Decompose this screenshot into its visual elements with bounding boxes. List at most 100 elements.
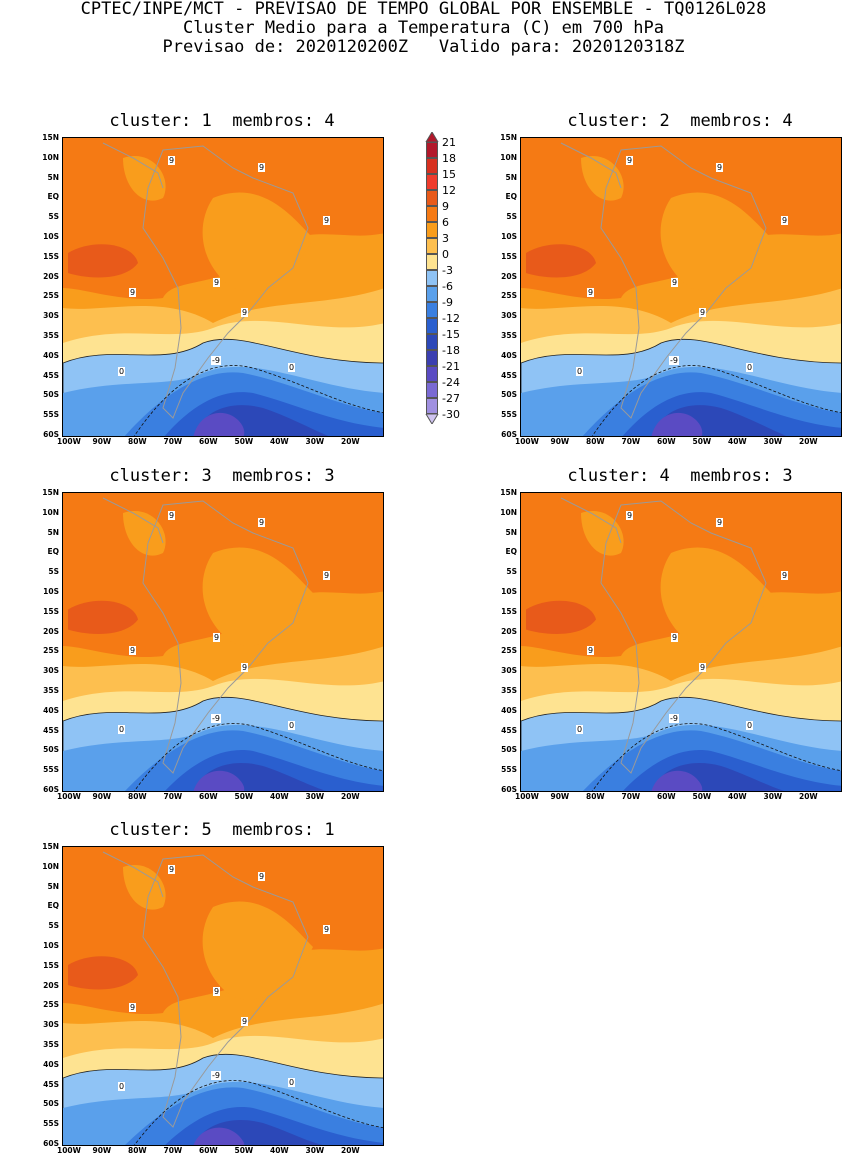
header-line-2: Cluster Medio para a Temperatura (C) em … xyxy=(182,18,665,38)
north-6-9-patch xyxy=(581,156,624,201)
cold-core-minus21 xyxy=(193,770,245,791)
contour-label-9: 9 xyxy=(699,663,707,672)
latitude-tick-label: EQ xyxy=(47,901,60,911)
pacific-12-15-core xyxy=(526,600,596,634)
longitude-tick-label: 60W xyxy=(657,437,676,446)
longitude-tick-label: 70W xyxy=(621,792,641,801)
header-line-1: CPTEC/INPE/MCT - PREVISAO DE TEMPO GLOBA… xyxy=(80,0,767,19)
minus9-contour xyxy=(134,1080,383,1145)
contour-label-9: 9 xyxy=(781,571,789,580)
latitude-tick-label: 5N xyxy=(47,172,60,182)
contour-label-9: 9 xyxy=(323,925,331,934)
contour-label-9: 9 xyxy=(716,163,724,172)
continent-6-9-patch xyxy=(660,192,771,291)
longitude-tick-label: 20W xyxy=(341,437,360,446)
longitude-tick-label: 100W xyxy=(57,1146,81,1155)
longitude-tick-label: 50W xyxy=(234,792,254,801)
continent-6-9-patch xyxy=(202,547,313,646)
latitude-tick-label: 60S xyxy=(501,785,517,794)
longitude-tick-label: 100W xyxy=(515,437,539,446)
temperature-field xyxy=(63,493,383,791)
latitude-tick-label: 15S xyxy=(43,251,59,261)
legend-color-box xyxy=(426,174,438,190)
contour-label-9: 9 xyxy=(241,308,249,317)
latitude-tick-label: 25S xyxy=(43,291,59,301)
latitude-tick-label: 30S xyxy=(43,311,59,321)
contour-label-9: 9 xyxy=(323,571,331,580)
cold-core-minus21 xyxy=(651,770,703,791)
latitude-tick-label: EQ xyxy=(47,192,60,202)
legend-value-label: -6 xyxy=(442,280,453,293)
legend-value-label: 9 xyxy=(442,200,449,213)
north-6-9-patch xyxy=(123,511,166,556)
latitude-tick-label: 30S xyxy=(43,1020,59,1030)
pacific-12-15-core xyxy=(68,956,138,990)
longitude-tick-label: 50W xyxy=(692,792,712,801)
latitude-tick-label: 60S xyxy=(43,785,59,794)
latitude-tick-label: 15S xyxy=(501,251,517,261)
panel-2-title: cluster: 2 membros: 4 xyxy=(567,111,793,131)
longitude-tick-label: 40W xyxy=(728,437,747,446)
contour-label-minus9: -9 xyxy=(211,356,221,365)
longitude-tick-label: 90W xyxy=(92,792,112,801)
legend-bottom-arrow xyxy=(425,414,439,424)
latitude-tick-label: 20S xyxy=(43,980,59,990)
panel-1-map: 9 9 9 9 9 9 0 0 -9 xyxy=(62,137,384,437)
latitude-tick-label: 10S xyxy=(43,941,59,950)
latitude-tick-label: 15N xyxy=(42,133,59,142)
longitude-tick-label: 20W xyxy=(341,792,360,801)
legend-color-box xyxy=(426,158,438,174)
latitude-tick-label: 35S xyxy=(501,331,517,340)
contour-label-9: 9 xyxy=(323,216,331,225)
legend-value-label: -18 xyxy=(442,344,460,357)
latitude-tick-label: EQ xyxy=(505,547,518,557)
contour-label-9: 9 xyxy=(716,518,724,527)
latitude-tick-label: 50S xyxy=(43,745,59,755)
legend-color-box xyxy=(426,350,438,366)
longitude-tick-label: 40W xyxy=(728,792,747,801)
latitude-tick-label: 60S xyxy=(501,430,517,439)
latitude-tick-label: 50S xyxy=(43,1099,59,1109)
contour-label-9: 9 xyxy=(258,518,266,527)
legend-value-label: 18 xyxy=(442,152,456,165)
latitude-tick-label: 35S xyxy=(43,331,59,340)
latitude-tick-label: 60S xyxy=(43,430,59,439)
north-6-9-patch xyxy=(581,511,624,556)
legend-color-box xyxy=(426,382,438,398)
legend-color-box xyxy=(426,190,438,206)
longitude-tick-label: 70W xyxy=(163,1146,183,1155)
latitude-tick-label: 30S xyxy=(43,666,59,676)
central-america-outline xyxy=(102,142,164,189)
legend-color-box xyxy=(426,334,438,350)
longitude-tick-label: 80W xyxy=(586,792,605,801)
latitude-tick-label: 15N xyxy=(500,488,517,497)
latitude-tick-label: 25S xyxy=(43,1000,59,1010)
south-america-outline xyxy=(142,854,309,1128)
legend-value-label: -12 xyxy=(442,312,460,325)
longitude-tick-label: 100W xyxy=(57,792,81,801)
legend-value-label: 15 xyxy=(442,168,456,181)
latitude-tick-label: 55S xyxy=(501,765,517,775)
contour-label-0: 0 xyxy=(288,721,296,730)
legend-color-box xyxy=(426,270,438,286)
panel-5-title: cluster: 5 membros: 1 xyxy=(109,820,335,840)
legend-top-arrow xyxy=(425,132,439,142)
latitude-tick-label: 15N xyxy=(42,488,59,497)
latitude-tick-label: 30S xyxy=(501,311,517,321)
contour-label-9: 9 xyxy=(258,163,266,172)
latitude-tick-label: EQ xyxy=(505,192,518,202)
longitude-tick-label: 40W xyxy=(270,1146,289,1155)
latitude-tick-label: 10S xyxy=(501,587,517,596)
latitude-tick-label: EQ xyxy=(47,547,60,557)
pacific-12-15-core xyxy=(68,600,138,634)
contour-label-9: 9 xyxy=(587,646,595,655)
legend-color-box xyxy=(426,238,438,254)
legend-value-label: 6 xyxy=(442,216,449,229)
latitude-tick-label: 55S xyxy=(43,410,59,420)
longitude-tick-label: 90W xyxy=(92,437,112,446)
latitude-tick-label: 50S xyxy=(501,390,517,400)
contour-label-9: 9 xyxy=(671,633,679,642)
longitude-tick-label: 100W xyxy=(515,792,539,801)
longitude-tick-label: 20W xyxy=(799,437,818,446)
latitude-tick-label: 45S xyxy=(43,725,59,735)
